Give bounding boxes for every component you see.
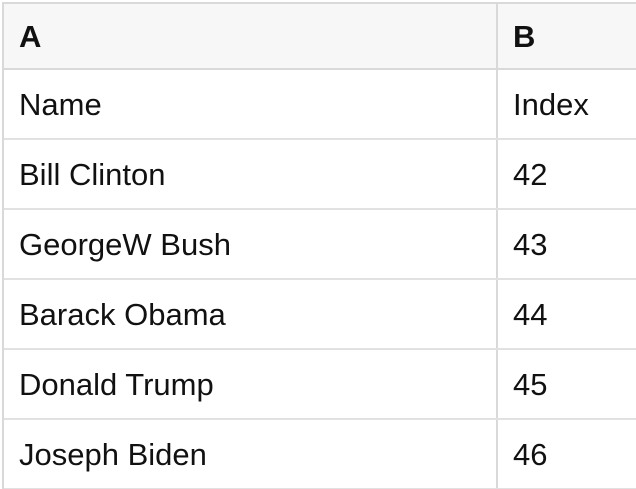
table-cell-b[interactable]: 43	[513, 226, 548, 262]
table-row: Barack Obama 44	[4, 280, 636, 350]
table-cell-a[interactable]: Bill Clinton	[4, 140, 498, 208]
table-row: GeorgeW Bush 43	[4, 210, 636, 280]
table-cell-a[interactable]: GeorgeW Bush	[4, 210, 498, 278]
table-row: Name Index	[4, 70, 636, 140]
column-header-b[interactable]: B	[513, 18, 536, 54]
table-row: Donald Trump 45	[4, 350, 636, 420]
table-row: Bill Clinton 42	[4, 140, 636, 210]
table-cell-b[interactable]: 46	[513, 436, 548, 472]
table-cell-a[interactable]: Name	[4, 70, 498, 138]
table-cell-b[interactable]: 42	[513, 156, 548, 192]
table-cell-a[interactable]: Barack Obama	[4, 280, 498, 348]
table-cell-b[interactable]: Index	[513, 86, 589, 122]
column-header-row: A B	[4, 2, 636, 70]
table-cell-a[interactable]: Donald Trump	[4, 350, 498, 418]
table-cell-b[interactable]: 45	[513, 366, 548, 402]
table-cell-b[interactable]: 44	[513, 296, 548, 332]
table-row: Joseph Biden 46	[4, 420, 636, 489]
column-header-a[interactable]: A	[4, 4, 498, 68]
table-cell-a[interactable]: Joseph Biden	[4, 420, 498, 488]
table-body: Name Index Bill Clinton 42 GeorgeW Bush 43 Bar…	[4, 70, 636, 489]
